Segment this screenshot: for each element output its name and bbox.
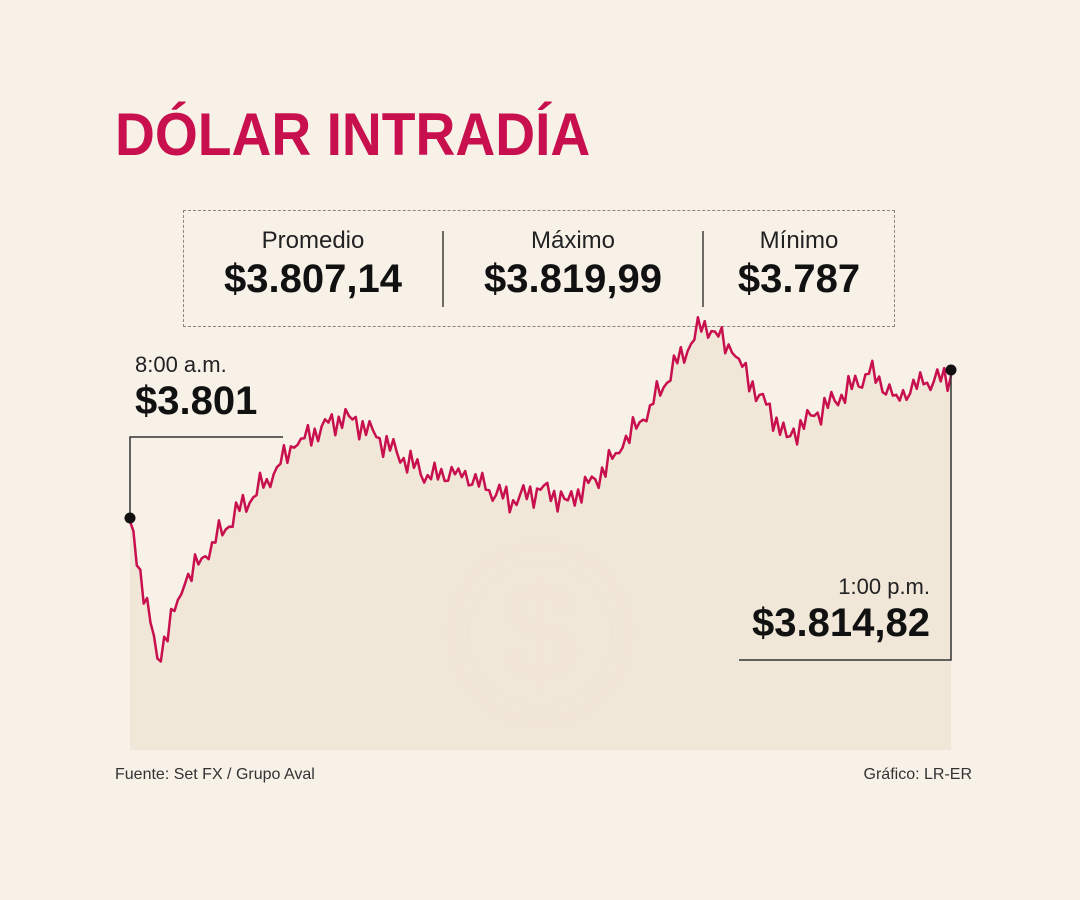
data-point (758, 393, 761, 397)
data-point (566, 499, 570, 502)
stat-average-label: Promedio (261, 227, 365, 254)
data-point (429, 478, 433, 481)
close-point-marker (945, 364, 957, 376)
close-time: 1:00 p.m. (838, 574, 930, 599)
data-point (730, 351, 734, 354)
data-point (895, 393, 898, 397)
credit-note: Gráfico: LR-ER (863, 766, 972, 783)
stats-box: Promedio $3.807,14 Máximo $3.819,99 Míni… (183, 210, 895, 327)
data-point (840, 393, 843, 397)
close-price: $3.814,82 (752, 601, 930, 645)
stat-maximum: Máximo $3.819,99 (444, 227, 702, 303)
data-point (511, 499, 515, 502)
data-point (293, 446, 296, 449)
data-point (785, 435, 788, 439)
open-annotation: 8:00 a.m. $3.801 (135, 352, 257, 424)
data-point (594, 478, 597, 481)
data-point (484, 488, 487, 491)
data-point (347, 414, 351, 418)
data-point (320, 425, 323, 428)
data-point (676, 362, 679, 365)
close-annotation: 1:00 p.m. $3.814,82 (735, 574, 930, 646)
stat-divider (702, 231, 704, 307)
stat-average: Promedio $3.807,14 (184, 227, 442, 303)
source-note: Fuente: Set FX / Grupo Aval (115, 766, 315, 783)
data-point (648, 404, 652, 407)
data-point (183, 583, 186, 586)
data-point (238, 509, 241, 512)
data-point (375, 435, 378, 439)
data-point (539, 488, 542, 491)
data-point (265, 478, 268, 481)
close-leader-line (739, 370, 952, 661)
data-points (128, 320, 953, 660)
stat-minimum: Mínimo $3.787 (704, 227, 894, 303)
open-price: $3.801 (135, 379, 258, 423)
data-point (703, 320, 706, 323)
data-point (156, 657, 159, 660)
stat-maximum-label: Máximo (530, 227, 615, 254)
stat-average-value: $3.807,14 (224, 257, 402, 301)
data-point (922, 383, 925, 386)
chart-title: DÓLAR INTRADÍA (115, 101, 591, 168)
data-point (210, 541, 214, 544)
data-point (457, 467, 460, 470)
data-point (867, 372, 871, 375)
data-point (402, 456, 405, 460)
open-point-marker (124, 512, 136, 524)
open-time: 8:00 a.m. (135, 352, 227, 377)
data-point (813, 414, 816, 418)
stat-maximum-value: $3.819,99 (484, 257, 662, 301)
stat-minimum-value: $3.787 (737, 257, 861, 301)
open-leader-line (129, 436, 283, 518)
stat-divider (442, 231, 444, 307)
price-area (130, 317, 951, 750)
stat-minimum-label: Mínimo (759, 227, 839, 254)
data-point (621, 446, 624, 449)
